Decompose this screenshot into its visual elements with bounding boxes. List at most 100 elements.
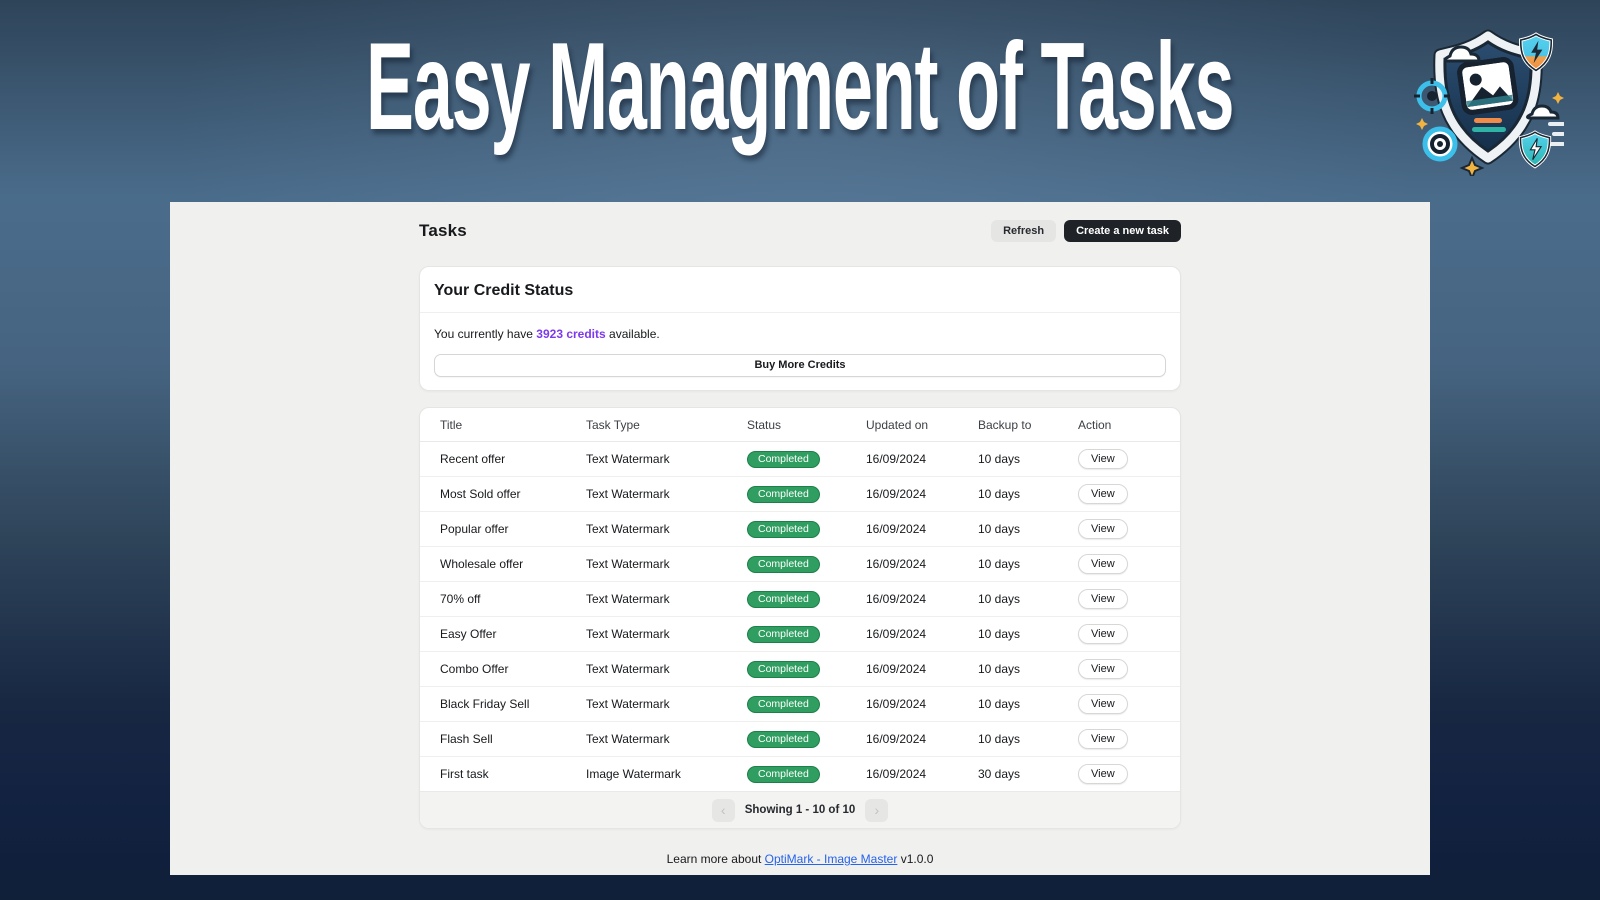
status-cell: Completed (747, 590, 866, 608)
view-button[interactable]: View (1078, 589, 1128, 609)
table-row: First task Image Watermark Completed 16/… (420, 757, 1180, 792)
tasks-panel: Tasks Refresh Create a new task Your Cre… (170, 202, 1430, 875)
column-header-status: Status (747, 417, 782, 432)
action-cell: View (1078, 449, 1166, 469)
table-row: 70% off Text Watermark Completed 16/09/2… (420, 582, 1180, 617)
action-cell: View (1078, 589, 1166, 609)
table-row: Flash Sell Text Watermark Completed 16/0… (420, 722, 1180, 757)
updated-on-cell: 16/09/2024 (866, 732, 927, 746)
cloud-icon (1526, 104, 1560, 120)
updated-on-cell: 16/09/2024 (866, 697, 927, 711)
footer-version: v1.0.0 (897, 852, 934, 866)
orange-bar-icon (1474, 118, 1502, 123)
task-title-cell: Most Sold offer (440, 487, 521, 501)
table-row: Most Sold offer Text Watermark Completed… (420, 477, 1180, 512)
status-cell: Completed (747, 660, 866, 678)
view-button[interactable]: View (1078, 484, 1128, 504)
updated-on-cell: 16/09/2024 (866, 522, 927, 536)
task-type-cell: Text Watermark (586, 592, 670, 606)
status-cell: Completed (747, 450, 866, 468)
panel-footer: Learn more about OptiMark - Image Master… (419, 852, 1181, 866)
status-badge: Completed (747, 450, 820, 468)
column-header-title: Title (440, 417, 463, 432)
view-button[interactable]: View (1078, 449, 1128, 469)
updated-on-cell: 16/09/2024 (866, 592, 927, 606)
action-cell: View (1078, 729, 1166, 749)
status-cell: Completed (747, 695, 866, 713)
status-cell: Completed (747, 520, 866, 538)
crosshair-icon (1414, 78, 1450, 114)
status-cell: Completed (747, 555, 866, 573)
create-task-button[interactable]: Create a new task (1064, 220, 1181, 242)
table-row: Black Friday Sell Text Watermark Complet… (420, 687, 1180, 722)
backup-to-cell: 10 days (978, 557, 1021, 571)
hero-title: Easy Managment of Tasks (366, 18, 1234, 156)
footer-prefix: Learn more about (666, 852, 765, 866)
backup-to-cell: 30 days (978, 767, 1021, 781)
updated-on-cell: 16/09/2024 (866, 487, 927, 501)
teal-bar-icon (1472, 127, 1506, 132)
table-row: Combo Offer Text Watermark Completed 16/… (420, 652, 1180, 687)
action-cell: View (1078, 659, 1166, 679)
updated-on-cell: 16/09/2024 (866, 452, 927, 466)
task-title-cell: Wholesale offer (440, 557, 524, 571)
credit-status-card: Your Credit Status You currently have 39… (419, 266, 1181, 391)
status-badge: Completed (747, 520, 820, 538)
refresh-button[interactable]: Refresh (991, 220, 1057, 242)
table-body: Recent offer Text Watermark Completed 16… (420, 442, 1180, 792)
task-title-cell: Easy Offer (440, 627, 497, 641)
task-title-cell: Combo Offer (440, 662, 509, 676)
task-type-cell: Text Watermark (586, 662, 670, 676)
sparkle-icon (1416, 118, 1428, 130)
table-row: Recent offer Text Watermark Completed 16… (420, 442, 1180, 477)
updated-on-cell: 16/09/2024 (866, 767, 927, 781)
view-button[interactable]: View (1078, 554, 1128, 574)
task-type-cell: Image Watermark (586, 767, 681, 781)
task-type-cell: Text Watermark (586, 697, 670, 711)
sparkle-icon (1459, 155, 1485, 176)
table-row: Wholesale offer Text Watermark Completed… (420, 547, 1180, 582)
optimark-shield-logo (1414, 29, 1564, 176)
status-badge: Completed (747, 590, 820, 608)
status-badge: Completed (747, 765, 820, 783)
task-type-cell: Text Watermark (586, 627, 670, 641)
task-title-cell: First task (440, 767, 489, 781)
table-row: Easy Offer Text Watermark Completed 16/0… (420, 617, 1180, 652)
status-badge: Completed (747, 555, 820, 573)
task-title-cell: Popular offer (440, 522, 509, 536)
app-link[interactable]: OptiMark - Image Master (764, 852, 898, 866)
backup-to-cell: 10 days (978, 627, 1021, 641)
view-button[interactable]: View (1078, 694, 1128, 714)
task-type-cell: Text Watermark (586, 732, 670, 746)
task-type-cell: Text Watermark (586, 522, 670, 536)
backup-to-cell: 10 days (978, 487, 1021, 501)
table-row: Popular offer Text Watermark Completed 1… (420, 512, 1180, 547)
table-header-row: Title Task Type Status Updated on Backup… (420, 408, 1180, 442)
view-button[interactable]: View (1078, 729, 1128, 749)
column-header-backup-to: Backup to (978, 417, 1032, 432)
backup-to-cell: 10 days (978, 732, 1021, 746)
cloud-icon (1443, 45, 1481, 63)
pagination-prev-button[interactable]: ‹ (711, 798, 735, 822)
view-button[interactable]: View (1078, 624, 1128, 644)
status-badge: Completed (747, 485, 820, 503)
action-cell: View (1078, 554, 1166, 574)
view-button[interactable]: View (1078, 519, 1128, 539)
buy-more-credits-button[interactable]: Buy More Credits (434, 354, 1166, 377)
photo-icon (1457, 57, 1519, 115)
status-badge: Completed (747, 625, 820, 643)
status-cell: Completed (747, 625, 866, 643)
task-type-cell: Text Watermark (586, 487, 670, 501)
updated-on-cell: 16/09/2024 (866, 627, 927, 641)
pagination-bar: ‹ Showing 1 - 10 of 10 › (420, 792, 1180, 828)
backup-to-cell: 10 days (978, 522, 1021, 536)
bullseye-icon (1422, 126, 1458, 162)
view-button[interactable]: View (1078, 659, 1128, 679)
view-button[interactable]: View (1078, 764, 1128, 784)
hero-banner: Easy Managment of Tasks (0, 22, 1600, 152)
status-badge: Completed (747, 695, 820, 713)
pagination-next-button[interactable]: › (865, 798, 889, 822)
credit-status-text: You currently have 3923 credits availabl… (434, 327, 1166, 341)
column-header-updated-on: Updated on (866, 417, 929, 432)
tasks-table: Title Task Type Status Updated on Backup… (419, 407, 1181, 829)
